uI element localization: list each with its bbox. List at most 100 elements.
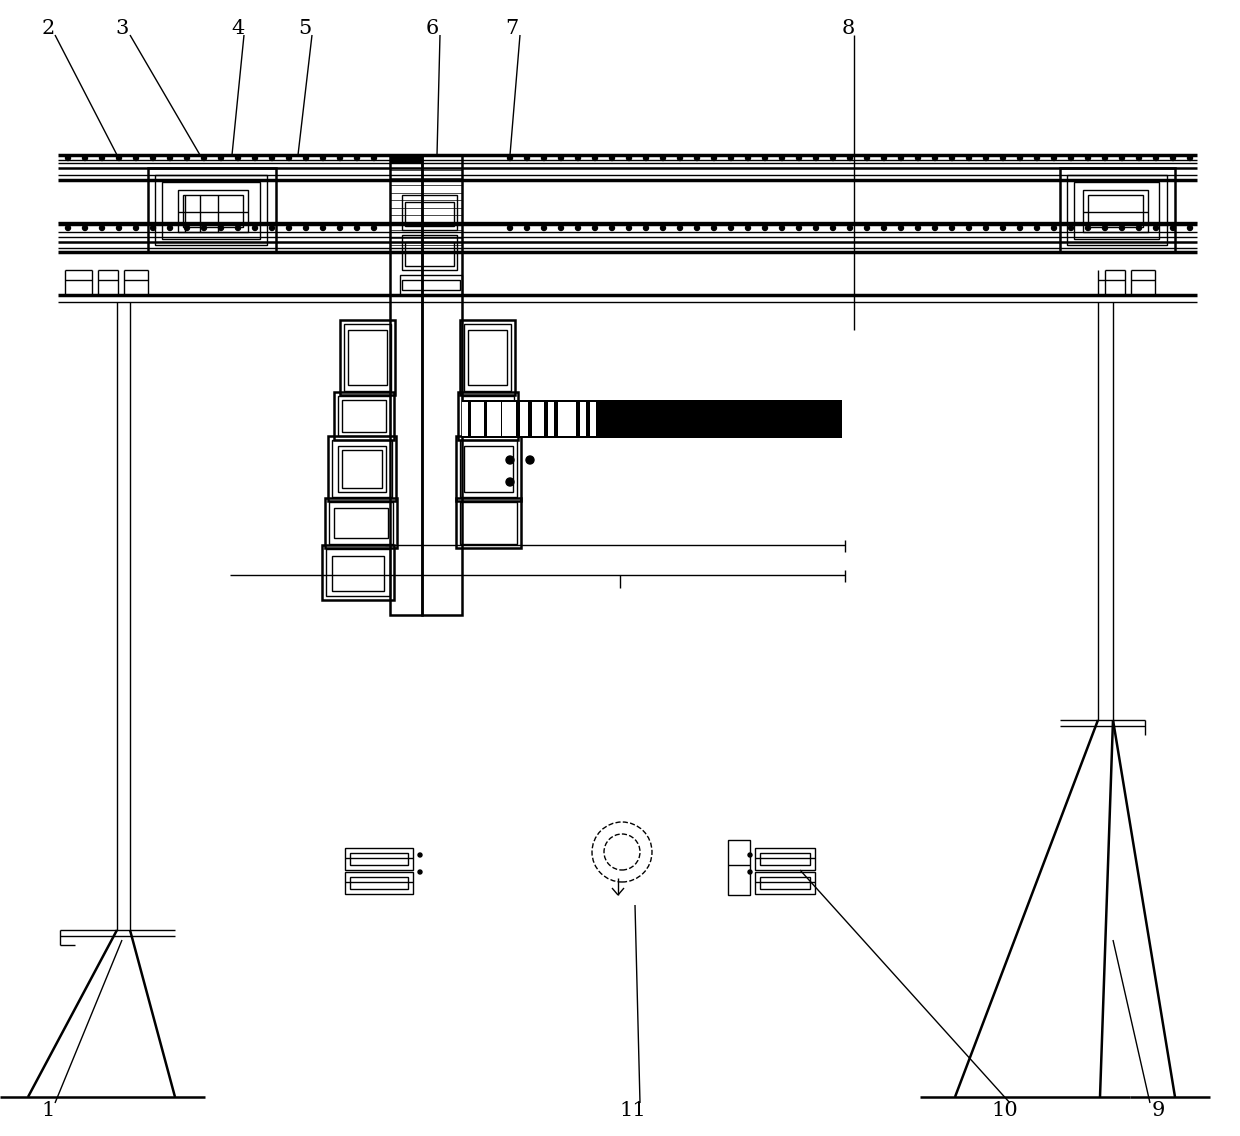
Bar: [329, 436, 396, 501]
Circle shape: [99, 226, 104, 231]
Bar: [464, 446, 513, 492]
Bar: [334, 508, 388, 538]
Bar: [345, 872, 413, 894]
Circle shape: [831, 226, 836, 231]
Circle shape: [337, 156, 342, 160]
Bar: [580, 402, 587, 436]
Bar: [464, 324, 511, 391]
Bar: [391, 154, 422, 615]
Circle shape: [729, 226, 734, 231]
Bar: [558, 402, 577, 436]
Circle shape: [304, 156, 309, 160]
Circle shape: [1137, 226, 1142, 231]
Bar: [155, 175, 267, 245]
Circle shape: [610, 226, 615, 231]
Bar: [334, 392, 394, 440]
Circle shape: [542, 226, 547, 231]
Circle shape: [372, 156, 377, 160]
Circle shape: [626, 226, 631, 231]
Circle shape: [763, 226, 768, 231]
Circle shape: [1188, 226, 1193, 231]
Circle shape: [236, 226, 241, 231]
Bar: [391, 154, 422, 162]
Bar: [755, 847, 815, 870]
Circle shape: [966, 226, 971, 231]
Circle shape: [99, 156, 104, 160]
Circle shape: [780, 156, 785, 160]
Circle shape: [950, 226, 955, 231]
Circle shape: [355, 226, 360, 231]
Circle shape: [712, 226, 717, 231]
Text: 6: 6: [425, 18, 439, 37]
Bar: [342, 400, 386, 432]
Circle shape: [558, 156, 563, 160]
Circle shape: [1102, 226, 1107, 231]
Circle shape: [525, 226, 529, 231]
Circle shape: [185, 156, 190, 160]
Bar: [467, 329, 507, 385]
Circle shape: [218, 226, 223, 231]
Circle shape: [661, 226, 666, 231]
Circle shape: [915, 156, 920, 160]
Circle shape: [1001, 226, 1006, 231]
Bar: [463, 402, 467, 436]
Circle shape: [542, 156, 547, 160]
Bar: [339, 446, 386, 492]
Circle shape: [150, 156, 155, 160]
Text: 5: 5: [299, 18, 311, 37]
Circle shape: [748, 870, 751, 874]
Circle shape: [780, 226, 785, 231]
Circle shape: [507, 156, 512, 160]
Bar: [728, 840, 750, 895]
Bar: [342, 450, 382, 488]
Bar: [339, 396, 391, 436]
Circle shape: [882, 156, 887, 160]
Circle shape: [1171, 156, 1176, 160]
Circle shape: [661, 156, 666, 160]
Circle shape: [1120, 156, 1125, 160]
Circle shape: [1085, 226, 1090, 231]
Bar: [463, 400, 842, 438]
Circle shape: [526, 456, 534, 463]
Bar: [1060, 168, 1176, 252]
Circle shape: [1052, 156, 1056, 160]
Bar: [405, 202, 454, 226]
Circle shape: [525, 156, 529, 160]
Bar: [184, 195, 243, 227]
Bar: [343, 324, 391, 391]
Bar: [332, 440, 392, 498]
Circle shape: [1034, 226, 1039, 231]
Circle shape: [677, 226, 682, 231]
Bar: [348, 329, 387, 385]
Text: 8: 8: [842, 18, 854, 37]
Bar: [456, 498, 521, 548]
Bar: [471, 402, 479, 436]
Circle shape: [644, 156, 649, 160]
Circle shape: [1171, 226, 1176, 231]
Circle shape: [950, 156, 955, 160]
Circle shape: [899, 226, 904, 231]
Circle shape: [593, 156, 598, 160]
Circle shape: [506, 478, 515, 486]
Circle shape: [66, 156, 71, 160]
Circle shape: [864, 226, 869, 231]
Circle shape: [1052, 226, 1056, 231]
Circle shape: [813, 156, 818, 160]
Circle shape: [694, 156, 699, 160]
Bar: [495, 402, 501, 436]
Bar: [402, 235, 458, 270]
Text: 7: 7: [506, 18, 518, 37]
Bar: [487, 402, 495, 436]
Circle shape: [167, 226, 172, 231]
Bar: [350, 877, 408, 889]
Circle shape: [418, 853, 422, 857]
Circle shape: [915, 226, 920, 231]
Circle shape: [1069, 156, 1074, 160]
Circle shape: [253, 156, 258, 160]
Circle shape: [1034, 156, 1039, 160]
Text: 3: 3: [115, 18, 129, 37]
Circle shape: [83, 226, 88, 231]
Bar: [350, 853, 408, 864]
Circle shape: [1188, 156, 1193, 160]
Circle shape: [506, 456, 515, 463]
